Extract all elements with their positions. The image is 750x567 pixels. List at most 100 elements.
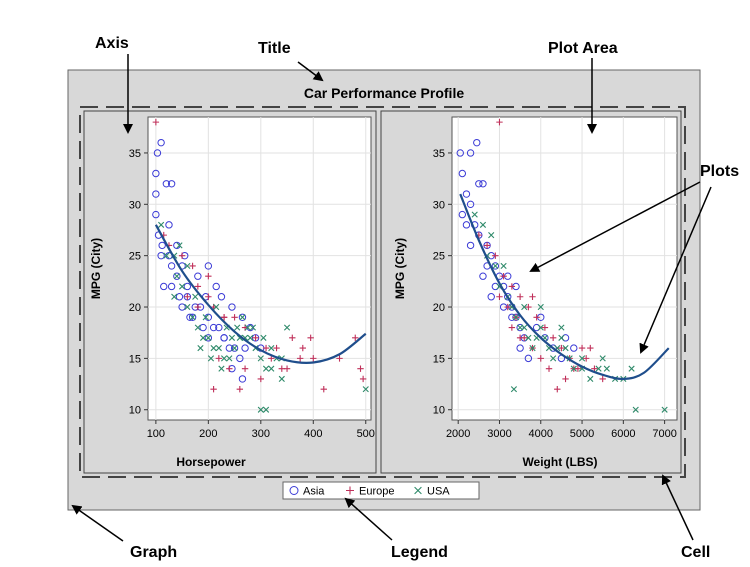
- data-point-europe: [178, 252, 186, 259]
- data-point-europe: [184, 293, 191, 300]
- data-point-usa: [218, 365, 225, 372]
- data-point-usa: [521, 303, 528, 311]
- outer-cell-frame: [79, 106, 686, 478]
- data-point-europe: [152, 118, 160, 126]
- data-point-asia: [175, 293, 184, 301]
- callout-plots: Plots: [700, 163, 739, 180]
- data-point-usa: [628, 365, 635, 372]
- data-point-europe: [194, 303, 202, 311]
- data-point-usa: [231, 344, 238, 352]
- callout-axis: Axis: [95, 35, 129, 52]
- y-tick-label: 20: [129, 302, 141, 314]
- data-point-asia: [570, 344, 578, 352]
- data-point-usa: [220, 355, 228, 362]
- data-point-asia: [220, 334, 228, 342]
- data-point-usa: [595, 365, 602, 372]
- data-point-usa: [213, 303, 220, 311]
- y-axis-label: MPG (City): [393, 238, 407, 299]
- x-tick-label: 3000: [487, 428, 511, 440]
- data-point-asia: [158, 241, 166, 250]
- data-point-europe: [359, 375, 367, 383]
- scatter-panel-weight: 2000 3000 4000 5000 6000 7000 10 15 20 25 30 35 Weig…: [393, 116, 678, 469]
- data-point-europe: [205, 273, 212, 280]
- data-point-europe: [483, 242, 491, 249]
- data-point-usa: [163, 252, 170, 259]
- data-point-europe: [496, 118, 503, 126]
- y-tick-label: 10: [129, 405, 141, 417]
- data-point-usa: [558, 324, 565, 331]
- arrow-graph: [71, 504, 124, 542]
- data-point-europe: [205, 293, 212, 300]
- data-point-asia: [183, 282, 192, 291]
- data-point-asia: [167, 180, 176, 188]
- data-point-usa: [228, 334, 236, 341]
- data-point-usa: [194, 324, 201, 331]
- data-point-europe: [525, 303, 532, 311]
- data-point-usa: [661, 406, 668, 413]
- x-tick-label: 2000: [446, 428, 470, 440]
- data-point-usa: [184, 303, 191, 311]
- data-point-europe: [252, 334, 259, 342]
- data-point-europe: [533, 314, 540, 321]
- data-point-usa: [207, 355, 215, 362]
- data-point-asia: [561, 334, 570, 342]
- data-point-usa: [283, 324, 291, 331]
- data-point-asia: [230, 344, 239, 352]
- x-tick-label: 7000: [652, 428, 676, 440]
- data-point-asia: [462, 190, 471, 198]
- data-point-usa: [257, 355, 264, 362]
- legend-marker-usa: [414, 486, 422, 495]
- data-point-europe: [578, 344, 586, 352]
- data-point-usa: [512, 314, 520, 321]
- x-axis-label: Horsepower: [176, 455, 246, 469]
- data-point-usa: [599, 355, 606, 362]
- data-point-usa: [236, 334, 243, 341]
- data-point-asia: [491, 262, 500, 270]
- data-point-usa: [239, 314, 246, 321]
- data-point-europe: [554, 385, 561, 393]
- data-point-usa: [529, 344, 536, 352]
- legend-marker-europe: [346, 486, 354, 495]
- data-point-europe: [226, 365, 233, 372]
- data-point-usa: [510, 386, 518, 393]
- data-point-usa: [210, 344, 217, 352]
- data-point-asia: [167, 282, 176, 291]
- data-point-asia: [236, 354, 244, 363]
- data-point-europe: [320, 385, 327, 393]
- data-point-europe: [582, 355, 590, 362]
- data-point-usa: [262, 365, 270, 372]
- data-point-asia: [549, 344, 557, 352]
- data-point-asia: [238, 313, 247, 321]
- data-point-usa: [171, 293, 178, 300]
- data-point-asia: [225, 344, 234, 352]
- data-point-asia: [238, 375, 247, 383]
- data-point-asia: [157, 251, 165, 260]
- data-point-asia: [516, 344, 524, 352]
- data-point-asia: [204, 262, 213, 270]
- callout-plot-area: Plot Area: [548, 40, 618, 57]
- data-point-europe: [357, 365, 364, 372]
- data-point-asia: [466, 149, 475, 157]
- data-point-usa: [278, 375, 285, 383]
- data-point-europe: [587, 344, 594, 352]
- cell-frame-left: [83, 110, 377, 474]
- data-point-asia: [152, 210, 160, 219]
- y-axis-label: MPG (City): [89, 238, 103, 299]
- x-tick-label: 4000: [529, 428, 553, 440]
- data-point-asia: [456, 149, 464, 157]
- data-point-asia: [162, 180, 171, 188]
- data-point-asia: [466, 200, 475, 209]
- graph-title: Car Performance Profile: [304, 85, 464, 101]
- data-point-usa: [189, 314, 196, 321]
- data-point-usa: [537, 324, 544, 331]
- cell-frame-right: [380, 110, 682, 474]
- y-tick-label: 25: [129, 251, 141, 263]
- x-tick-label: 300: [252, 428, 270, 440]
- data-point-usa: [570, 365, 577, 372]
- x-tick-label: 400: [304, 428, 322, 440]
- data-point-usa: [262, 406, 270, 413]
- data-point-usa: [202, 314, 209, 321]
- data-point-europe: [257, 375, 265, 383]
- data-point-usa: [234, 324, 241, 331]
